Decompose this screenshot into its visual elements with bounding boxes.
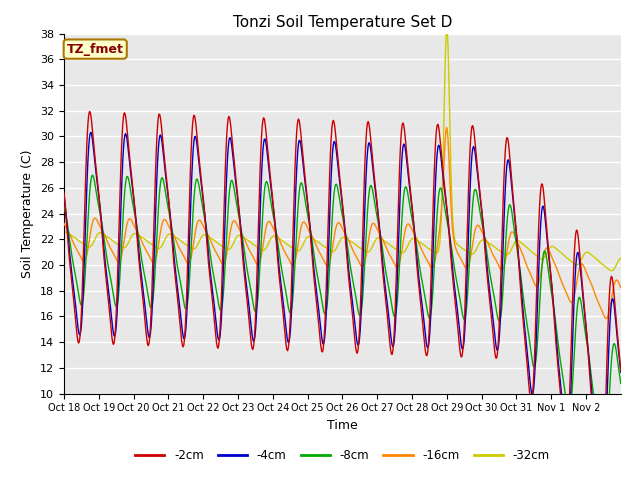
-2cm (256, 170, 264, 176)
-4cm (277, 282, 285, 288)
-8cm (60, 203, 68, 208)
-2cm (432, 137, 440, 143)
-8cm (88, 172, 96, 178)
-16cm (602, 316, 610, 322)
-32cm (607, 268, 615, 274)
-32cm (617, 255, 625, 261)
-16cm (617, 285, 625, 290)
-16cm (60, 220, 68, 226)
-32cm (431, 250, 439, 255)
-32cm (60, 229, 68, 235)
-4cm (617, 369, 625, 375)
-4cm (87, 130, 95, 135)
-16cm (228, 222, 236, 228)
-32cm (443, 25, 451, 31)
-2cm (277, 291, 285, 297)
Line: -4cm: -4cm (64, 132, 621, 480)
Legend: -2cm, -4cm, -8cm, -16cm, -32cm: -2cm, -4cm, -8cm, -16cm, -32cm (130, 444, 555, 467)
-2cm (617, 368, 625, 373)
-16cm (443, 125, 451, 131)
Text: TZ_fmet: TZ_fmet (67, 43, 124, 56)
-32cm (400, 250, 408, 255)
-2cm (60, 190, 68, 195)
-2cm (86, 109, 93, 115)
Line: -32cm: -32cm (64, 28, 621, 271)
X-axis label: Time: Time (327, 419, 358, 432)
-8cm (277, 263, 285, 269)
-32cm (276, 237, 284, 242)
-8cm (126, 184, 134, 190)
-2cm (228, 141, 236, 147)
-16cm (125, 216, 133, 222)
-16cm (255, 260, 263, 266)
Line: -8cm: -8cm (64, 175, 621, 459)
-8cm (401, 187, 408, 192)
-16cm (276, 240, 284, 245)
-4cm (228, 148, 236, 154)
-8cm (617, 381, 625, 386)
-8cm (600, 456, 608, 462)
-4cm (60, 191, 68, 197)
-16cm (400, 235, 408, 241)
-4cm (432, 176, 440, 181)
-32cm (255, 245, 263, 251)
-4cm (401, 142, 408, 147)
-8cm (228, 179, 236, 184)
-4cm (126, 164, 134, 170)
-16cm (431, 258, 439, 264)
-8cm (432, 236, 440, 242)
Title: Tonzi Soil Temperature Set D: Tonzi Soil Temperature Set D (233, 15, 452, 30)
-8cm (256, 263, 264, 268)
-2cm (126, 159, 134, 165)
-2cm (401, 127, 408, 133)
-32cm (228, 244, 236, 250)
-32cm (125, 238, 133, 243)
Line: -2cm: -2cm (64, 112, 621, 480)
Y-axis label: Soil Temperature (C): Soil Temperature (C) (22, 149, 35, 278)
Line: -16cm: -16cm (64, 128, 621, 319)
-4cm (256, 214, 264, 219)
